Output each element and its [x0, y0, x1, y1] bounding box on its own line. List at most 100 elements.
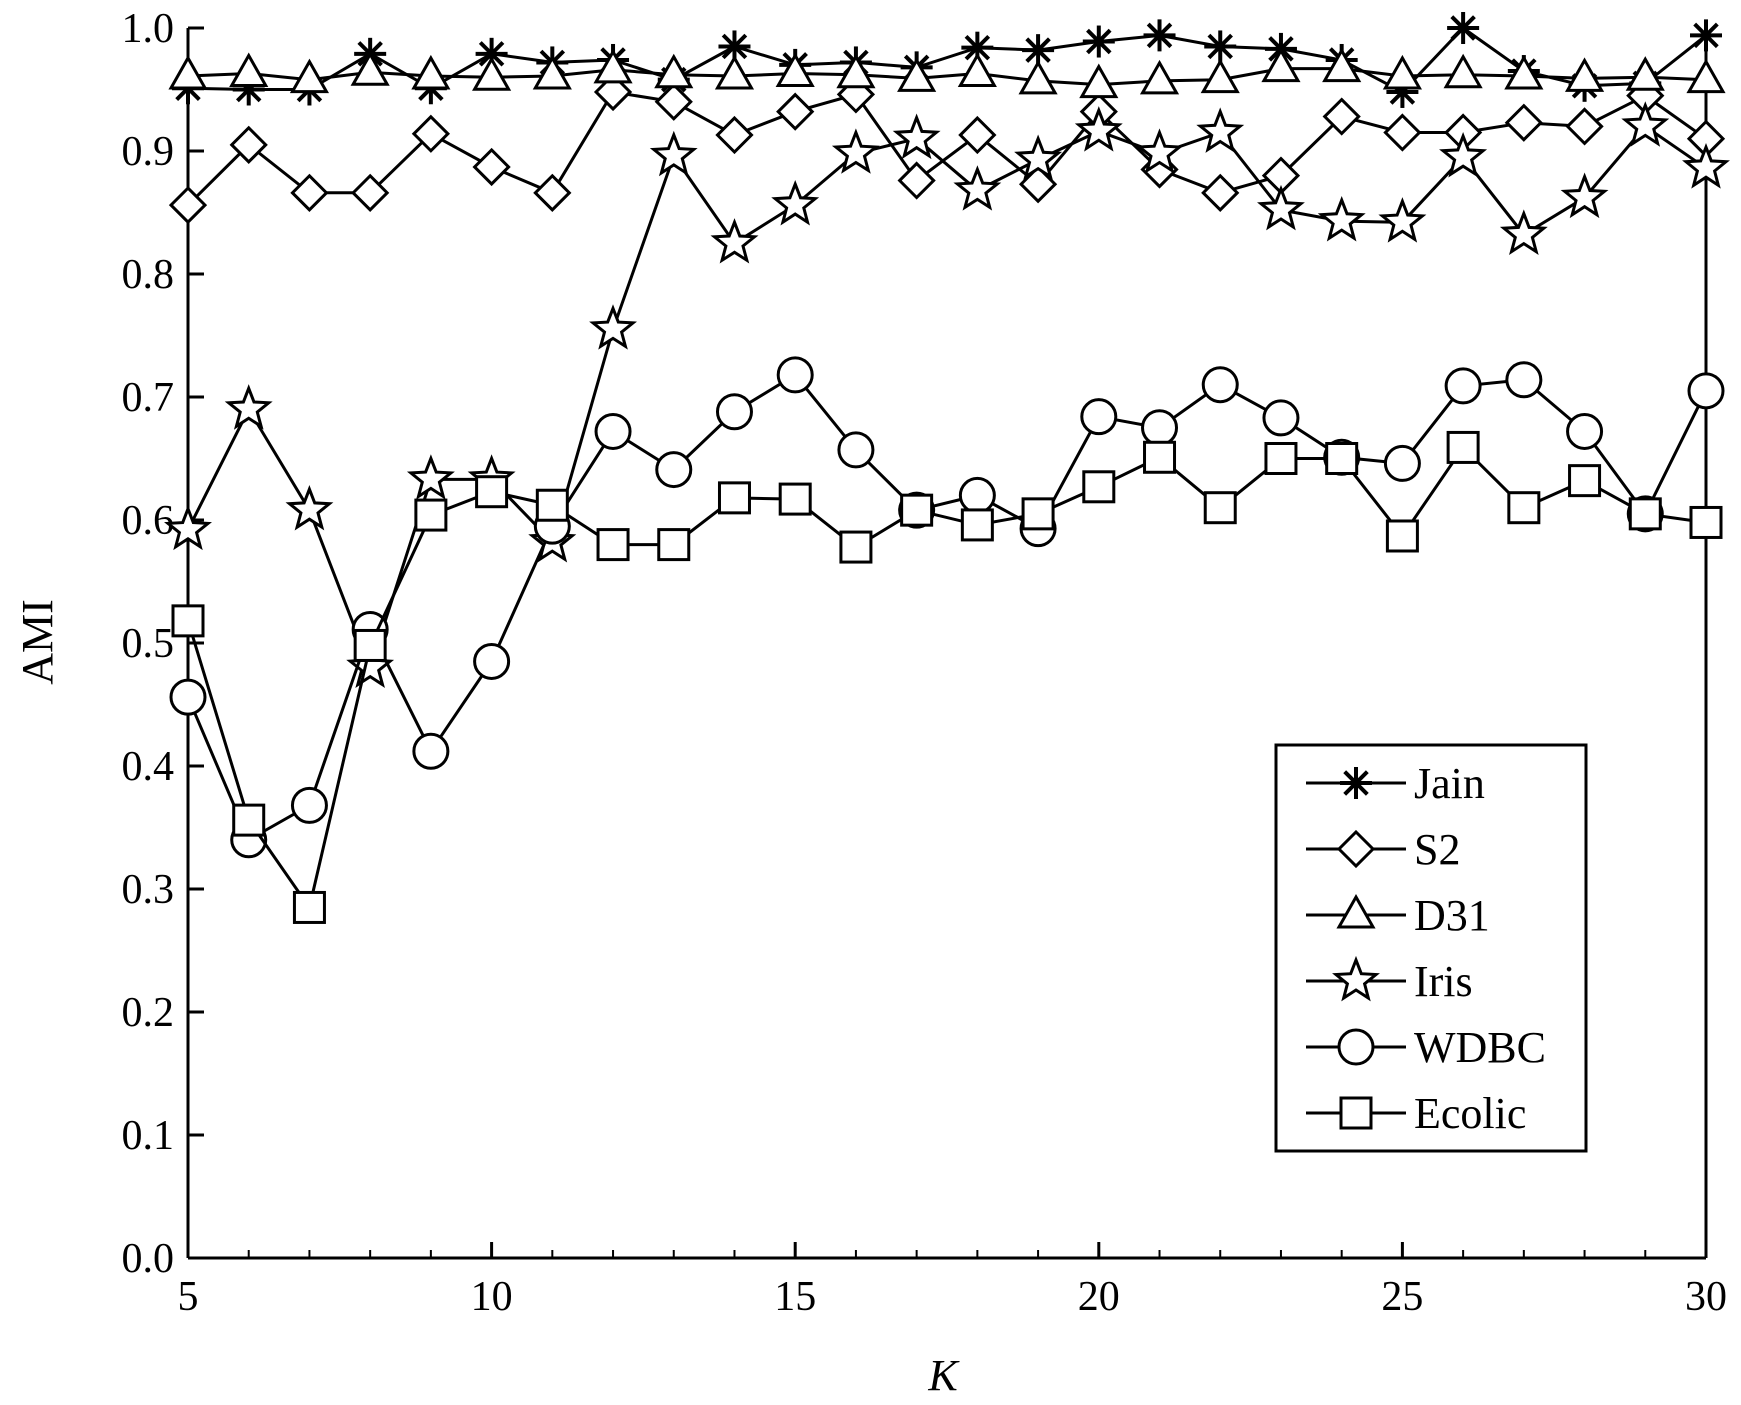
- point-wdbc: [169, 678, 207, 716]
- point-ecolic: [475, 475, 509, 509]
- legend-marker-s2: [1336, 829, 1376, 869]
- point-jain: [961, 31, 994, 64]
- series-ecolic: [171, 430, 1723, 924]
- point-d31: [957, 52, 997, 88]
- point-d31: [1322, 47, 1362, 83]
- point-d31: [1382, 54, 1422, 90]
- point-wdbc: [412, 732, 450, 770]
- point-iris: [1499, 209, 1548, 255]
- point-ecolic: [960, 508, 994, 542]
- point-wdbc: [958, 476, 996, 514]
- point-d31: [714, 54, 755, 90]
- point-ecolic: [171, 604, 205, 638]
- point-wdbc: [655, 451, 693, 489]
- point-d31: [472, 56, 512, 91]
- point-d31: [1079, 63, 1119, 99]
- point-ecolic: [1689, 505, 1723, 539]
- legend-marker-ecolic: [1339, 1096, 1373, 1130]
- point-iris: [285, 485, 334, 531]
- point-wdbc: [776, 356, 814, 394]
- y-tick-label: 0.6: [122, 498, 175, 544]
- series-line-s2: [186, 90, 1707, 207]
- point-d31: [350, 51, 390, 86]
- point-ecolic: [535, 488, 569, 522]
- point-jain: [1082, 25, 1115, 58]
- legend-marker-jain: [1340, 767, 1372, 799]
- point-ecolic: [1628, 497, 1662, 531]
- series-jain: [172, 12, 1722, 108]
- point-d31: [1564, 57, 1605, 92]
- point-ecolic: [1082, 470, 1116, 504]
- point-jain: [1447, 12, 1480, 44]
- point-iris: [771, 179, 820, 226]
- legend-marker-wdbc: [1337, 1028, 1375, 1066]
- point-iris: [224, 384, 273, 430]
- point-d31: [1504, 54, 1544, 90]
- y-tick-label: 0.9: [122, 129, 175, 175]
- point-s2: [472, 147, 511, 187]
- legend-label-wdbc: WDBC: [1414, 1023, 1546, 1072]
- point-ecolic: [1264, 442, 1298, 475]
- point-d31: [411, 54, 451, 90]
- point-s2: [533, 173, 572, 212]
- point-iris: [1378, 197, 1427, 243]
- point-iris: [1196, 107, 1245, 153]
- point-ecolic: [414, 498, 448, 532]
- point-d31: [897, 57, 937, 92]
- point-s2: [958, 115, 997, 155]
- point-d31: [1443, 53, 1483, 89]
- point-ecolic: [839, 530, 873, 564]
- y-tick-label: 0.0: [122, 1236, 175, 1282]
- point-s2: [168, 185, 208, 225]
- point-s2: [1201, 173, 1240, 212]
- y-tick-label: 0.3: [122, 867, 175, 913]
- point-ecolic: [900, 493, 934, 527]
- y-tick-label: 0.5: [122, 621, 175, 667]
- point-s2: [1504, 103, 1543, 142]
- legend-item-jain: Jain: [1306, 759, 1485, 808]
- point-ecolic: [1568, 464, 1602, 498]
- legend: Jain S2 D31 Iris WDBC Ecolic: [1274, 743, 1588, 1153]
- y-axis-title: AMI: [13, 599, 62, 685]
- x-tick-label: 10: [471, 1274, 513, 1320]
- legend-label-ecolic: Ecolic: [1414, 1089, 1526, 1138]
- point-iris: [892, 113, 941, 160]
- point-ecolic: [1385, 519, 1419, 553]
- series-s2: [168, 72, 1726, 225]
- point-s2: [351, 173, 390, 212]
- point-d31: [168, 54, 208, 90]
- point-d31: [1686, 58, 1726, 94]
- point-d31: [1261, 47, 1301, 83]
- point-d31: [1018, 59, 1058, 95]
- point-ecolic: [1446, 430, 1480, 464]
- point-wdbc: [1505, 361, 1543, 399]
- point-ecolic: [1143, 440, 1177, 474]
- point-s2: [1383, 113, 1422, 152]
- point-wdbc: [1141, 409, 1179, 447]
- point-s2: [715, 115, 754, 155]
- y-tick-label: 0.8: [122, 252, 175, 298]
- point-wdbc: [473, 642, 511, 680]
- point-d31: [289, 58, 330, 94]
- legend-label-iris: Iris: [1414, 957, 1473, 1006]
- point-d31: [1625, 56, 1665, 91]
- point-ecolic: [1021, 497, 1055, 531]
- point-ecolic: [353, 628, 387, 662]
- point-s2: [411, 114, 451, 153]
- point-jain: [1690, 19, 1722, 52]
- x-tick-label: 20: [1078, 1274, 1120, 1320]
- point-iris: [1439, 132, 1488, 178]
- legend-marker-d31: [1336, 893, 1376, 929]
- point-iris: [831, 128, 880, 174]
- legend-item-s2: S2: [1306, 825, 1460, 874]
- point-iris: [1560, 172, 1609, 219]
- point-ecolic: [596, 528, 630, 562]
- point-ecolic: [292, 890, 326, 924]
- point-s2: [654, 82, 693, 121]
- point-iris: [1074, 106, 1123, 152]
- point-wdbc: [1262, 399, 1300, 437]
- y-tick-label: 0.7: [122, 375, 175, 421]
- series-layer: [164, 12, 1730, 924]
- legend-label-s2: S2: [1414, 825, 1460, 874]
- y-axis-ticks: 0.0 0.1 0.2 0.3 0.4 0.5 0.6 0.7 0.8 0.9 1.0: [122, 6, 204, 1282]
